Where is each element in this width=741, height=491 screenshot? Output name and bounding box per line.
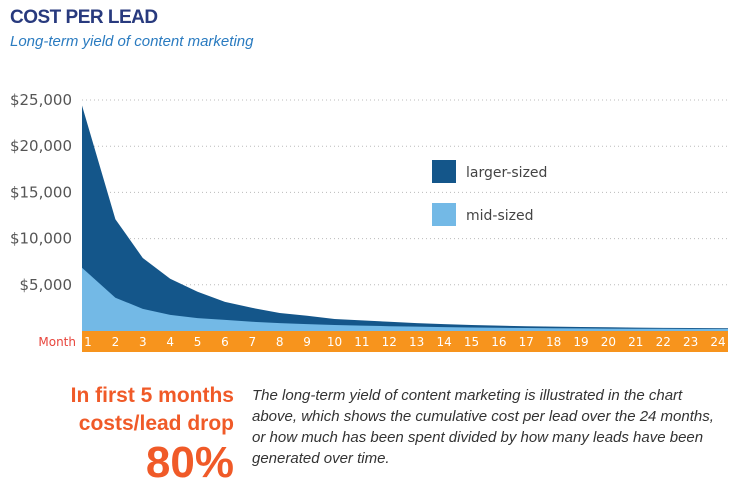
cost-per-lead-chart: $5,000 $10,000 $15,000 $20,000 $25,000 Month 1…: [10, 91, 728, 352]
y-tick-label: $15,000: [10, 183, 72, 201]
x-tick-label: 12: [382, 335, 397, 349]
x-tick-label: 13: [409, 335, 424, 349]
x-tick-label: 2: [112, 335, 120, 349]
x-tick-label: 23: [683, 335, 698, 349]
x-tick-label: 7: [249, 335, 257, 349]
x-tick-label: 15: [464, 335, 479, 349]
x-tick-label: 3: [139, 335, 147, 349]
y-tick-label: $5,000: [20, 276, 73, 294]
x-tick-label: 17: [519, 335, 534, 349]
x-tick-label: 11: [354, 335, 369, 349]
x-tick-label: 4: [166, 335, 174, 349]
x-tick-label: 6: [221, 335, 229, 349]
x-tick-label: 5: [194, 335, 202, 349]
x-tick-label: 19: [573, 335, 588, 349]
x-axis-bar: [82, 331, 728, 352]
x-tick-label: 9: [303, 335, 311, 349]
y-tick-label: $10,000: [10, 230, 72, 248]
x-tick-label: 1: [84, 335, 92, 349]
legend-label-mid-sized: mid-sized: [466, 208, 534, 224]
description: The long-term yield of content marketing…: [252, 387, 714, 467]
legend-swatch-larger-sized: [432, 160, 456, 183]
x-axis-label: Month: [38, 335, 76, 349]
x-tick-label: 22: [656, 335, 671, 349]
callout-line1: In first 5 months: [70, 384, 234, 407]
callout-line2: costs/lead drop: [78, 412, 234, 435]
y-tick-label: $20,000: [10, 137, 72, 155]
series-area-larger-sized: [82, 105, 728, 331]
x-tick-label: 21: [628, 335, 643, 349]
x-tick-label: 20: [601, 335, 616, 349]
callout: In first 5 months costs/lead drop 80%: [10, 382, 234, 488]
x-tick-label: 8: [276, 335, 284, 349]
series-area-mid-sized: [82, 267, 728, 331]
x-tick-label: 18: [546, 335, 561, 349]
chart-subtitle: Long-term yield of content marketing: [10, 33, 254, 50]
x-tick-label: 16: [491, 335, 506, 349]
x-tick-label: 10: [327, 335, 342, 349]
callout-value: 80%: [145, 438, 234, 487]
y-tick-label: $25,000: [10, 91, 72, 109]
legend-label-larger-sized: larger-sized: [466, 165, 547, 181]
legend-swatch-mid-sized: [432, 203, 456, 226]
x-tick-label: 14: [436, 335, 451, 349]
chart-title: COST PER LEAD: [10, 7, 158, 28]
x-tick-label: 24: [710, 335, 725, 349]
